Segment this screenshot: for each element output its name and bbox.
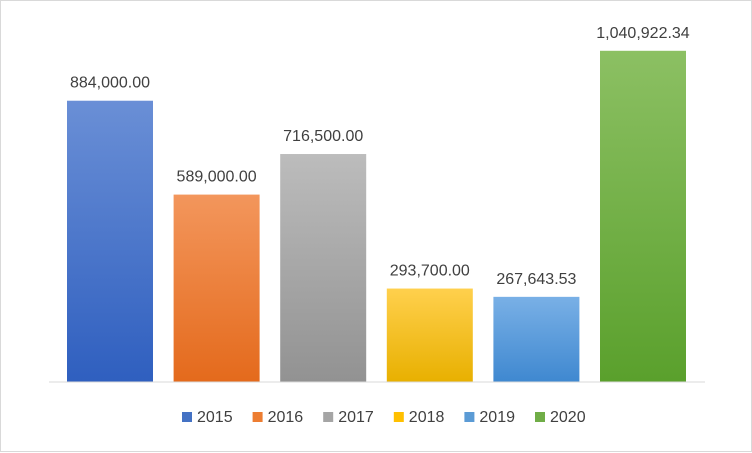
legend-item-2019: 2019: [464, 409, 515, 426]
legend-swatch-2020: [535, 412, 545, 422]
data-label-2017: 716,500.00: [283, 128, 363, 145]
bar-2019: [493, 296, 580, 382]
legend-swatch-2017: [323, 412, 334, 422]
bar-2018: [386, 288, 473, 382]
legend-swatch-2016: [252, 412, 263, 422]
legend-swatch-2019: [464, 412, 475, 422]
data-label-2018: 293,700.00: [390, 263, 470, 280]
bars-group: [67, 50, 686, 383]
data-labels-group: 884,000.00 589,000.00 716,500.00 293,700.00…: [70, 25, 690, 288]
data-label-2015: 884,000.00: [70, 75, 150, 92]
legend-item-2017: 2017: [323, 409, 374, 426]
legend-label-2016: 2016: [268, 409, 304, 426]
legend-item-2015: 2015: [182, 409, 233, 426]
legend-label-2020: 2020: [550, 409, 586, 426]
legend-swatch-2015: [182, 412, 192, 422]
legend-item-2020: 2020: [535, 409, 586, 426]
bar-2015: [67, 100, 153, 383]
legend-swatch-2018: [393, 412, 404, 422]
bar-2020: [600, 50, 686, 383]
legend-item-2016: 2016: [252, 409, 304, 426]
bar-2017: [280, 154, 367, 382]
legend-label-2018: 2018: [409, 409, 445, 426]
legend-label-2015: 2015: [197, 409, 233, 426]
legend-label-2019: 2019: [479, 409, 515, 426]
legend: 2015 2016 2017 2018 2019 2020: [182, 409, 586, 426]
data-label-2016: 589,000.00: [177, 169, 257, 186]
bar-2016: [173, 194, 260, 382]
data-label-2019: 267,643.53: [496, 271, 576, 288]
data-label-2020: 1,040,922.34: [596, 25, 690, 42]
legend-item-2018: 2018: [393, 409, 445, 426]
legend-label-2017: 2017: [338, 409, 374, 426]
